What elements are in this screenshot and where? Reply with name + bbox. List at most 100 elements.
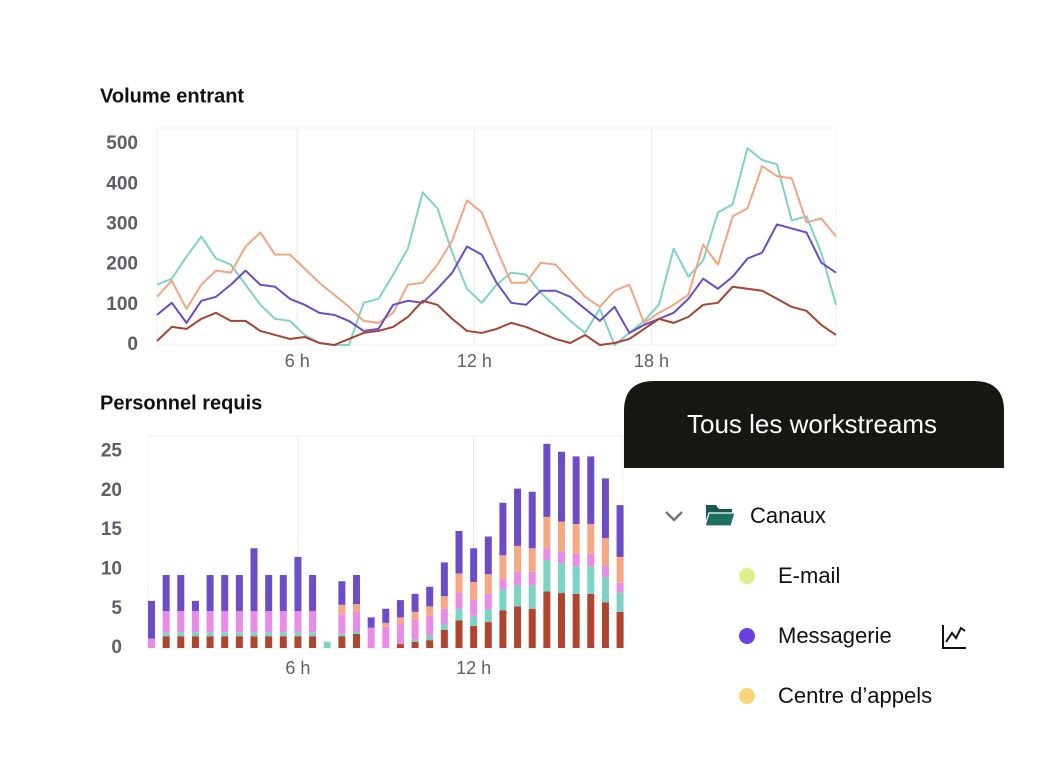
bar-segment	[543, 548, 551, 561]
bar-segment	[250, 632, 258, 637]
panel: Tous les workstreams Canaux E-mail Messag…	[624, 381, 1004, 784]
bar-segment	[484, 536, 492, 575]
chevron[interactable]	[665, 511, 683, 522]
bar-segment	[338, 614, 346, 634]
bar-segment	[294, 611, 302, 633]
bar-segment	[177, 636, 185, 648]
y-tick-label: 400	[106, 173, 138, 194]
bar-segment	[484, 574, 492, 594]
panel-header	[624, 381, 1004, 468]
bar-segment	[338, 636, 346, 648]
line	[156, 147, 837, 346]
y-tick-label: 0	[111, 637, 122, 658]
group-label[interactable]: Canaux	[750, 503, 826, 528]
bar-segment	[426, 586, 434, 607]
item-label[interactable]: Messagerie	[778, 623, 892, 648]
item-label[interactable]: E-mail	[778, 563, 840, 588]
bar-segment	[455, 531, 463, 574]
bar-segment	[440, 608, 448, 625]
bar-segment	[309, 574, 317, 612]
y-tick-label: 0	[127, 334, 138, 355]
x-tick-label: 18 h	[634, 351, 669, 371]
bar-segment	[616, 582, 624, 593]
bar-segment	[382, 622, 390, 627]
bar-segment	[382, 626, 390, 648]
bar-segment	[353, 611, 361, 632]
bar-segment	[279, 574, 287, 612]
bar-segment	[338, 604, 346, 615]
bar-segment	[206, 611, 214, 633]
panel-title: Tous les workstreams	[687, 409, 937, 439]
bar-segment	[294, 556, 302, 612]
bar-segment	[206, 574, 214, 612]
line	[156, 165, 837, 324]
bar-segment	[558, 521, 566, 552]
bar-segment	[484, 609, 492, 623]
bar-segment	[528, 571, 536, 586]
bar-segment	[470, 548, 478, 583]
bar-segment	[367, 617, 375, 628]
bar-segment	[616, 611, 624, 648]
bar-segment	[191, 611, 199, 633]
bar-segment	[455, 573, 463, 594]
bar-segment	[543, 591, 551, 648]
bar-segment	[294, 636, 302, 648]
bar-segment	[601, 478, 609, 539]
y-tick-label: 10	[101, 558, 122, 579]
bar-segment	[396, 617, 404, 625]
bar-segment	[440, 562, 448, 597]
bar-segment	[440, 596, 448, 609]
bar-segment	[499, 555, 507, 579]
bar-segment	[162, 636, 170, 648]
bar-segment	[396, 644, 404, 648]
bar-segment	[265, 632, 273, 637]
chart-icon[interactable]	[942, 625, 966, 649]
bar-segment	[587, 523, 595, 554]
bar-segment	[353, 604, 361, 612]
bar-segment	[601, 565, 609, 578]
bar-segment	[177, 611, 185, 633]
bar-segment	[514, 545, 522, 572]
y-tick-label: 15	[101, 519, 123, 540]
bar-segment	[499, 610, 507, 648]
bar-segment	[221, 611, 229, 633]
bar-segment	[235, 632, 243, 637]
bar-segment	[309, 636, 317, 648]
bar-segment	[455, 620, 463, 648]
bar-segment	[440, 629, 448, 648]
bar-segment	[279, 611, 287, 633]
chart-title: Personnel requis	[100, 392, 262, 414]
bar-segment	[528, 491, 536, 549]
bar-segment	[426, 606, 434, 616]
bar-segment	[191, 636, 199, 648]
bar-segment	[396, 624, 404, 645]
bar-segment	[177, 574, 185, 612]
bar-segment	[499, 589, 507, 611]
bar-segment	[601, 602, 609, 648]
bar-segment	[353, 633, 361, 648]
folder-icon-front	[704, 512, 736, 527]
item-label[interactable]: Centre d’appels	[778, 683, 932, 708]
bar-segment	[411, 619, 419, 640]
bar-segment	[558, 563, 566, 594]
y-tick-label: 200	[106, 254, 138, 275]
bar-segment	[235, 611, 243, 633]
bar-segment	[235, 636, 243, 648]
bar-segment	[587, 593, 595, 648]
bar-segment	[514, 571, 522, 586]
bar-segment	[499, 578, 507, 590]
bar-segment	[250, 611, 258, 633]
bar-segment	[572, 553, 580, 567]
bar-segment	[206, 636, 214, 648]
bar-segment	[572, 523, 580, 554]
y-tick-label: 300	[106, 213, 138, 234]
bar-segment	[323, 641, 331, 648]
bar-segment	[265, 611, 273, 633]
item-dot	[739, 688, 755, 704]
bar-segment	[353, 631, 361, 634]
bar-segment	[470, 615, 478, 627]
bar-segment	[235, 574, 243, 612]
plot-area	[156, 127, 837, 346]
bar-segment	[558, 451, 566, 522]
bar-segment	[279, 636, 287, 648]
